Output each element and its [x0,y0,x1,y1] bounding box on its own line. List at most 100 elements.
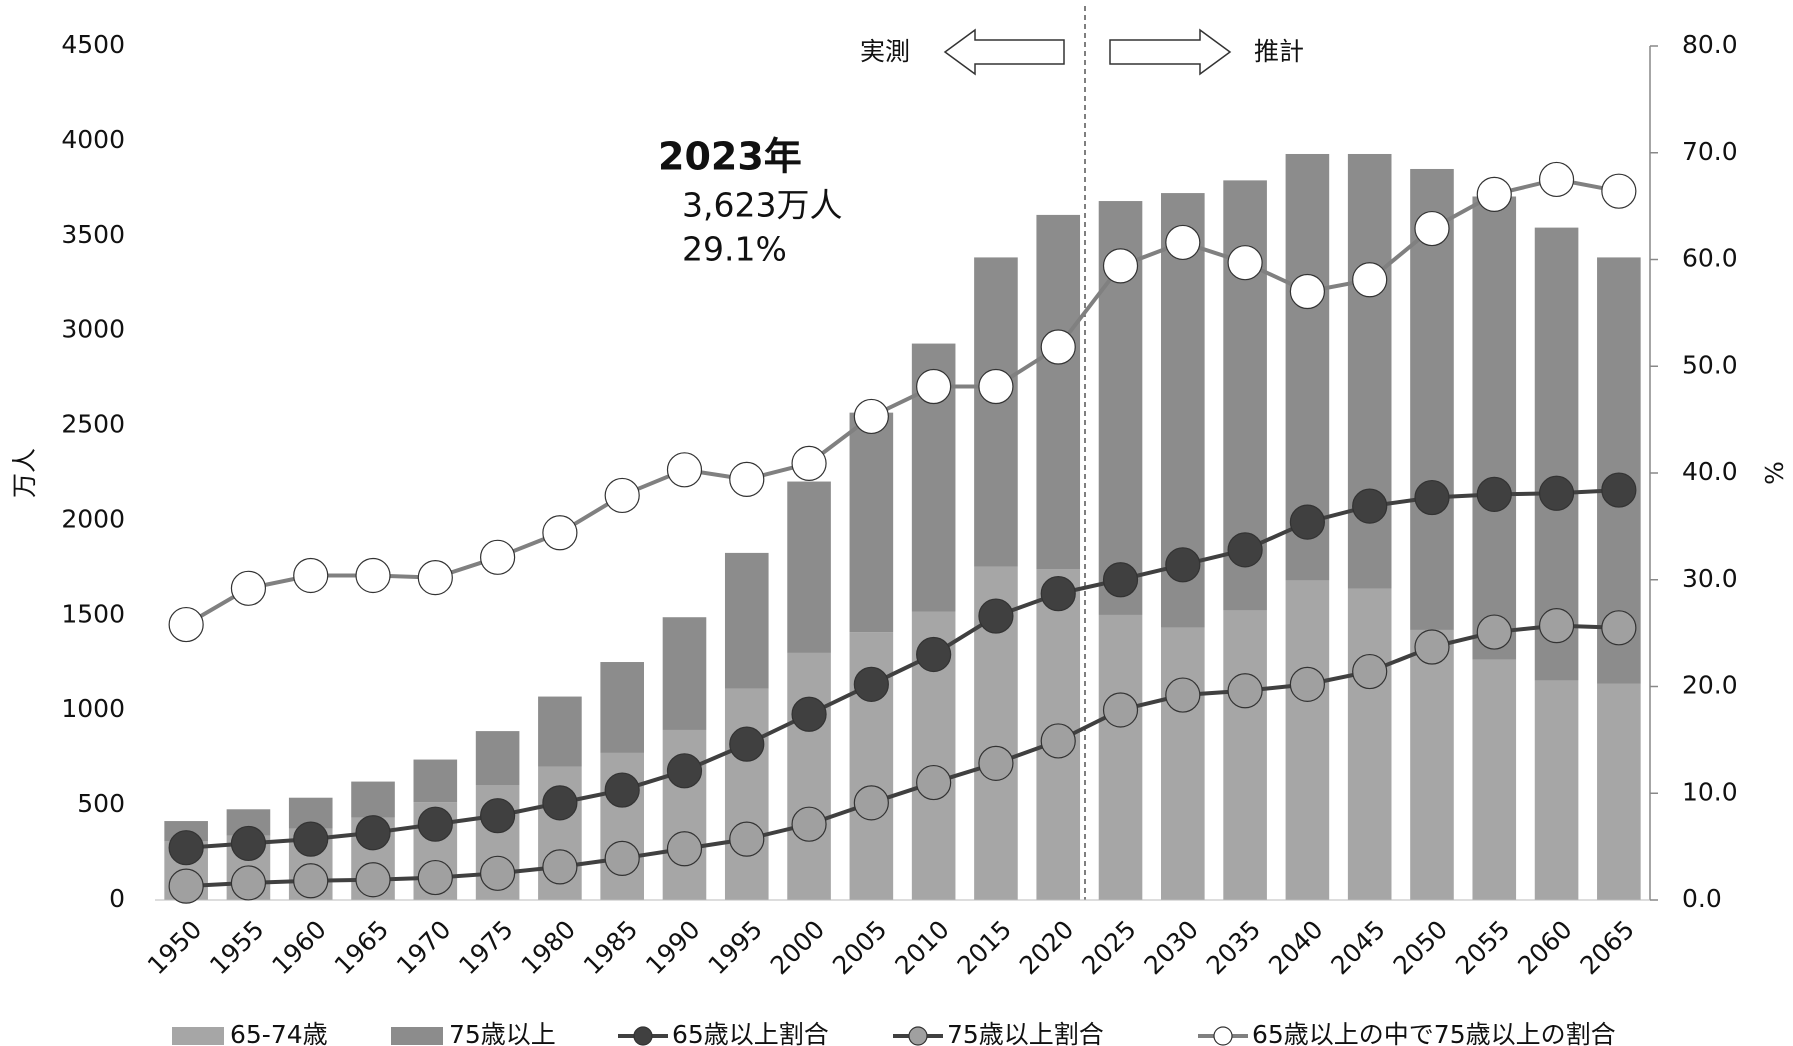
marker [853,666,889,702]
y2-tick-label: 60.0 [1682,244,1738,273]
x-tick-label: 2055 [1450,915,1515,980]
marker [1040,723,1076,759]
marker [1476,176,1512,212]
marker [1102,248,1139,284]
bar [849,412,894,633]
x-tick-label: 2060 [1512,915,1577,980]
marker [480,798,516,834]
marker [1102,562,1139,598]
x-tick-label: 1960 [266,915,331,980]
marker [293,557,329,594]
annotation: 2023年 [658,135,802,179]
marker [1165,547,1201,583]
marker [417,806,453,842]
x-tick-label: 1975 [453,915,518,980]
marker [1414,629,1450,665]
marker [916,636,952,673]
right-arrow [1109,28,1232,76]
marker [230,865,267,901]
bar [724,552,769,689]
x-tick-label: 2005 [827,915,892,980]
line [185,177,1620,627]
marker [1601,610,1637,646]
x-tick-label: 2035 [1201,915,1266,980]
legend-label: 65歳以上割合 [672,1020,829,1046]
marker [1538,161,1575,198]
marker [978,598,1014,634]
x-tick-label: 2050 [1388,915,1453,980]
marker [666,753,703,789]
marker [666,452,703,488]
y-tick-label: 1000 [61,694,125,723]
marker [604,840,640,876]
bar [1534,227,1579,681]
marker [230,825,267,862]
legend-swatch [172,1027,224,1045]
x-tick-label: 2010 [889,915,954,980]
marker [542,785,578,821]
y-tick-label: 4500 [61,30,125,59]
marker [1352,262,1388,298]
marker [417,859,453,896]
marker [1227,532,1263,568]
marker [168,606,204,643]
x-tick-label: 2025 [1076,915,1141,980]
marker [1538,475,1575,511]
x-tick-label: 2045 [1325,915,1390,980]
y2-tick-label: 10.0 [1682,777,1738,806]
marker [1414,479,1450,516]
y-tick-label: 1500 [61,599,125,628]
marker [1040,576,1076,612]
bar [787,481,831,653]
marker [1601,173,1637,209]
y-tick-label: 2000 [61,504,125,533]
bar [1534,680,1579,900]
y-tick-label: 2500 [61,410,125,439]
annotation: 推計 [1254,37,1304,66]
x-tick-label: 1970 [391,915,456,980]
marker [1040,329,1076,365]
annotation: 29.1% [682,230,787,269]
marker [666,831,703,867]
marker [729,461,765,498]
marker [791,445,827,481]
marker [355,557,391,594]
legend-marker [633,1026,653,1046]
marker [604,772,640,808]
marker [542,515,578,551]
legend-label: 75歳以上 [449,1020,556,1046]
bar [974,257,1018,567]
marker [1414,210,1450,247]
marker [542,849,578,885]
left-arrow [943,28,1065,76]
y-tick-label: 4000 [61,125,125,154]
bar [475,731,520,785]
x-tick-label: 1980 [516,915,581,980]
x-tick-label: 1965 [329,915,394,980]
marker [1476,614,1512,650]
marker [729,821,765,857]
y2-tick-label: 40.0 [1682,457,1738,486]
marker [1227,245,1263,281]
marker [1352,488,1388,524]
marker [230,570,267,606]
marker [355,862,391,898]
legend-label: 65歳以上の中で75歳以上の割合 [1252,1020,1616,1046]
marker [1601,472,1637,508]
y2-tick-label: 0.0 [1682,884,1722,913]
bar [1347,588,1392,900]
x-tick-label: 1950 [142,915,207,980]
y-tick-label: 500 [77,789,125,818]
legend-marker [1213,1026,1233,1046]
marker [1352,653,1388,690]
marker [853,398,889,435]
annotation: 実測 [860,37,910,66]
marker [168,868,204,904]
annotation: 3,623万人 [682,186,842,225]
marker [604,477,640,514]
marker [1165,224,1201,261]
bar [413,759,458,803]
bar [1285,580,1330,900]
bar [600,662,644,753]
bar [351,781,395,818]
